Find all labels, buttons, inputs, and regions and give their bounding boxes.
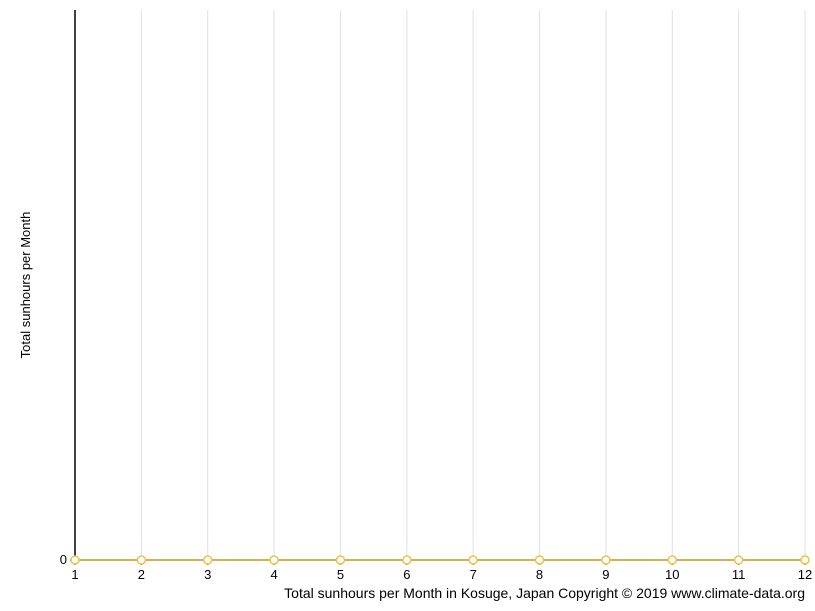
series-marker [668, 556, 676, 564]
x-tick-label: 4 [270, 567, 277, 582]
series-marker [204, 556, 212, 564]
x-tick-label: 12 [798, 567, 812, 582]
x-tick-label: 10 [665, 567, 679, 582]
chart-container: 0123456789101112Total sunhours per Month… [0, 0, 815, 611]
series-marker [403, 556, 411, 564]
x-tick-label: 8 [536, 567, 543, 582]
x-tick-label: 7 [470, 567, 477, 582]
x-tick-label: 3 [204, 567, 211, 582]
x-tick-label: 1 [71, 567, 78, 582]
y-axis-label: Total sunhours per Month [18, 212, 33, 359]
x-tick-label: 5 [337, 567, 344, 582]
y-tick-label: 0 [60, 552, 67, 567]
series-marker [536, 556, 544, 564]
series-marker [602, 556, 610, 564]
series-marker [336, 556, 344, 564]
series-marker [71, 556, 79, 564]
series-marker [137, 556, 145, 564]
series-marker [469, 556, 477, 564]
x-tick-label: 6 [403, 567, 410, 582]
series-marker [270, 556, 278, 564]
x-tick-label: 9 [602, 567, 609, 582]
line-chart: 0123456789101112Total sunhours per Month… [0, 0, 815, 611]
series-marker [801, 556, 809, 564]
x-tick-label: 2 [138, 567, 145, 582]
series-marker [735, 556, 743, 564]
x-tick-label: 11 [732, 567, 746, 582]
chart-caption: Total sunhours per Month in Kosuge, Japa… [284, 585, 805, 601]
